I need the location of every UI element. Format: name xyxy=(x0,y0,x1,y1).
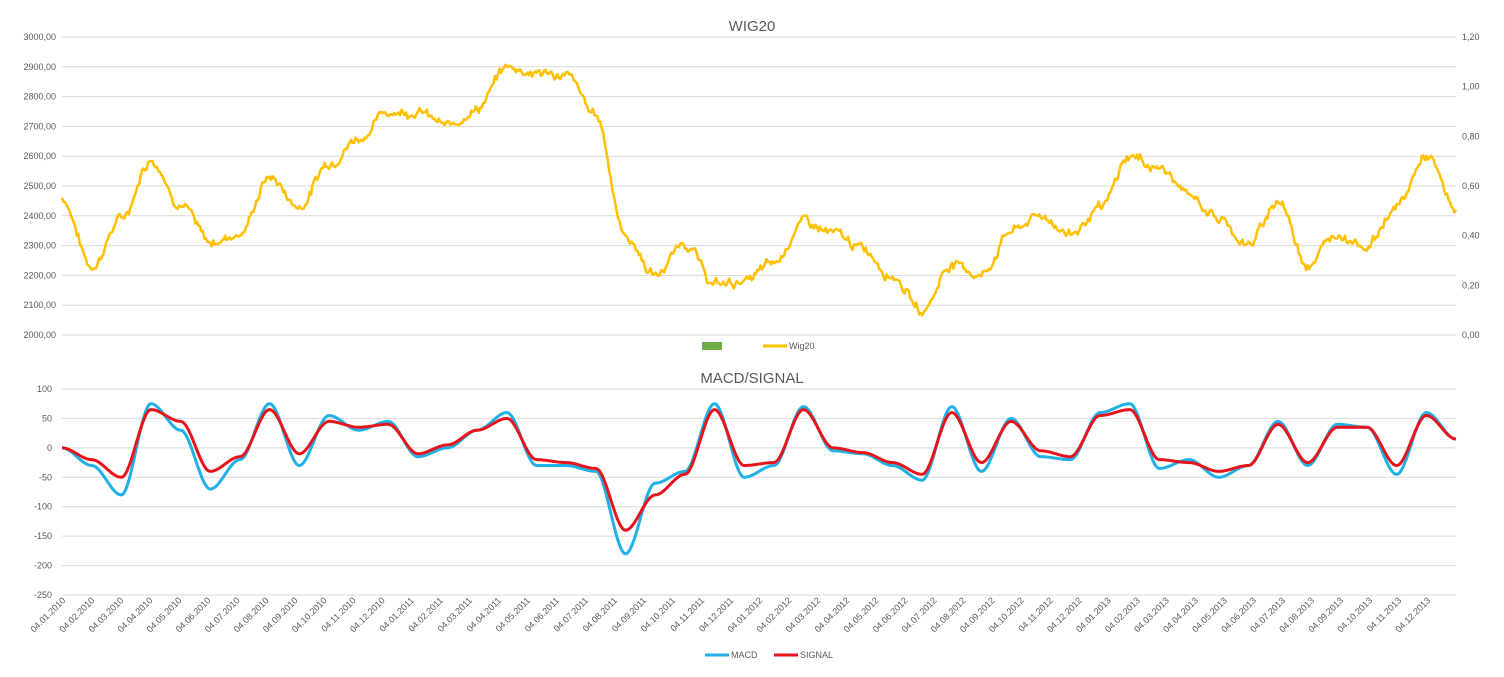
wig20-y-tick-label: 2900,00 xyxy=(23,62,56,72)
signal-series-line xyxy=(61,408,1457,532)
macd-y-tick-label: 100 xyxy=(37,384,52,394)
wig20-y-tick-label: 2800,00 xyxy=(23,92,56,102)
macd-series-line xyxy=(61,402,1457,556)
legend-wig20-label: Wig20 xyxy=(789,341,815,351)
wig20-y-tick-label: 2500,00 xyxy=(23,181,56,191)
wig20-y2-tick-label: 1,00 xyxy=(1462,82,1480,92)
wig20-y2-tick-label: 0,60 xyxy=(1462,181,1480,191)
wig20-y-axis: 2000,00 2100,00 2200,00 2300,00 2400,00 2500,… xyxy=(23,32,56,340)
macd-gridlines xyxy=(62,388,1456,596)
macd-chart: MACD/SIGNAL -250 -200 -150 -100 -50 0 50 100 04… xyxy=(28,370,1457,660)
wig20-y-tick-label: 2400,00 xyxy=(23,211,56,221)
wig20-gridlines xyxy=(62,36,1456,336)
wig20-y-tick-label: 2300,00 xyxy=(23,241,56,251)
wig20-title: WIG20 xyxy=(729,18,776,35)
macd-y-tick-label: -200 xyxy=(34,561,52,571)
macd-y-tick-label: 50 xyxy=(42,413,52,423)
macd-y-tick-label: -50 xyxy=(39,472,52,482)
wig20-chart: WIG20 2000,00 2100,00 2200,00 2300,00 2400,0… xyxy=(23,18,1479,351)
wig20-y2-tick-label: 0,20 xyxy=(1462,280,1480,290)
macd-legend: MACD SIGNAL xyxy=(705,650,833,660)
wig20-y2-tick-label: 0,80 xyxy=(1462,131,1480,141)
wig20-y2-tick-label: 0,40 xyxy=(1462,231,1480,241)
macd-y-tick-label: -150 xyxy=(34,531,52,541)
legend-macd-label: MACD xyxy=(731,650,758,660)
macd-y-axis: -250 -200 -150 -100 -50 0 50 100 xyxy=(34,384,52,600)
legend-signal-label: SIGNAL xyxy=(800,650,833,660)
wig20-legend: Wig20 xyxy=(702,341,815,351)
wig20-series-line xyxy=(60,63,1458,317)
wig20-y2-tick-label: 0,00 xyxy=(1462,330,1480,340)
wig20-y-tick-label: 2000,00 xyxy=(23,330,56,340)
wig20-y2-axis: 0,00 0,20 0,40 0,60 0,80 1,00 1,20 xyxy=(1462,32,1480,340)
macd-y-tick-label: -100 xyxy=(34,502,52,512)
wig20-y-tick-label: 3000,00 xyxy=(23,32,56,42)
wig20-y-tick-label: 2600,00 xyxy=(23,151,56,161)
legend-empty-swatch xyxy=(702,342,722,350)
macd-x-axis: 04.01.201004.02.201004.03.201004.04.2010… xyxy=(28,595,1432,634)
macd-y-tick-label: -250 xyxy=(34,590,52,600)
wig20-y-tick-label: 2700,00 xyxy=(23,121,56,131)
wig20-y-tick-label: 2200,00 xyxy=(23,270,56,280)
wig20-y-tick-label: 2100,00 xyxy=(23,300,56,310)
macd-title: MACD/SIGNAL xyxy=(700,370,803,387)
macd-y-tick-label: 0 xyxy=(47,443,52,453)
wig20-y2-tick-label: 1,20 xyxy=(1462,32,1480,42)
